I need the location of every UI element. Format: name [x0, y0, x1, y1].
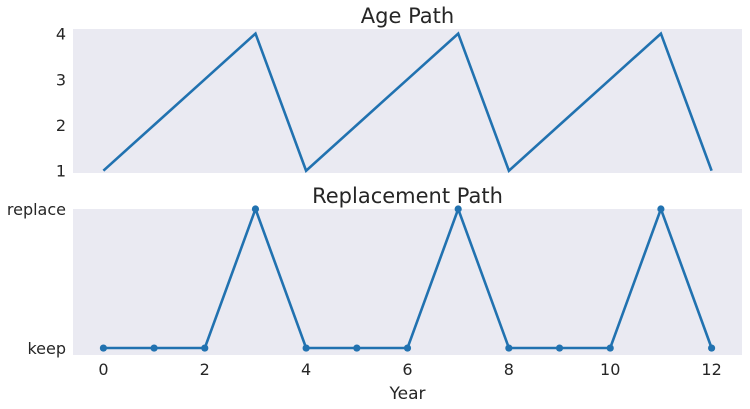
replacement-path-data-point — [505, 344, 513, 352]
replacement-path-data-point — [606, 344, 614, 352]
replacement-path-data-point — [454, 205, 462, 213]
replacement-path-data-point — [353, 344, 361, 352]
replacement-path-data-point — [403, 344, 412, 352]
age-path-panel: Age Path 1 2 3 4 — [56, 4, 742, 181]
replacement-path-data-point — [302, 344, 310, 352]
replacement-path-x-tick-label: 8 — [504, 360, 514, 379]
replacement-path-series — [99, 205, 716, 352]
replacement-path-title: Replacement Path — [312, 184, 503, 208]
age-path-y-tick-label: 2 — [56, 116, 66, 135]
age-path-y-tick-label: 1 — [56, 162, 66, 181]
age-path-y-tick-label: 3 — [56, 70, 66, 89]
replacement-path-x-tick-label: 2 — [200, 360, 210, 379]
replacement-path-data-point — [99, 344, 108, 352]
age-path-plot-area — [73, 29, 742, 173]
replacement-path-x-tick-label: 10 — [600, 360, 620, 379]
replacement-path-panel: Replacement Path keep replace 0 2 4 6 8 10 12 Y… — [7, 184, 742, 404]
replacement-path-data-point — [251, 205, 260, 213]
age-path-y-tick-label: 4 — [56, 25, 66, 44]
x-axis-label: Year — [389, 384, 426, 404]
replacement-path-x-ticks: 0 2 4 6 8 10 12 — [98, 360, 721, 379]
replacement-path-y-tick-label: replace — [7, 200, 66, 219]
replacement-path-x-tick-label: 0 — [98, 360, 108, 379]
replacement-path-plot-area — [73, 209, 742, 355]
replacement-path-x-tick-label: 4 — [301, 360, 311, 379]
replacement-path-y-ticks: keep replace — [7, 200, 66, 358]
replacement-path-data-point — [657, 205, 665, 213]
replacement-path-data-point — [201, 344, 209, 352]
replacement-path-x-tick-label: 6 — [402, 360, 412, 379]
replacement-path-y-tick-label: keep — [27, 339, 66, 358]
age-path-series-line — [102, 31, 713, 173]
replacement-path-data-point — [555, 344, 564, 352]
replacement-path-data-point — [150, 344, 158, 352]
replacement-path-data-point — [707, 344, 716, 352]
age-path-title: Age Path — [361, 4, 454, 28]
age-path-y-ticks: 1 2 3 4 — [56, 25, 66, 181]
replacement-path-x-tick-label: 12 — [701, 360, 721, 379]
age-path-series — [102, 31, 713, 173]
